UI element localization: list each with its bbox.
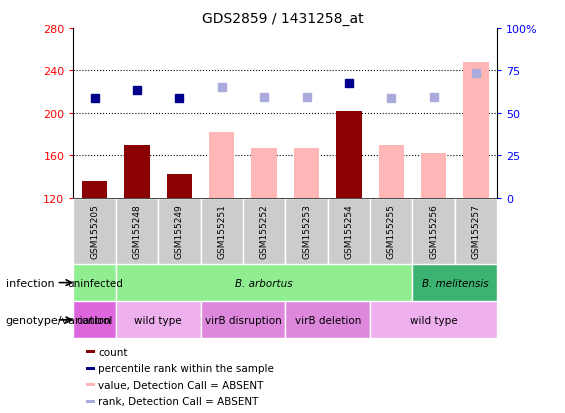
Text: GSM155251: GSM155251: [218, 204, 226, 259]
Bar: [328, 198, 370, 264]
Text: infection: infection: [6, 278, 54, 288]
Bar: [336, 112, 362, 198]
Text: GSM155253: GSM155253: [302, 204, 311, 259]
Bar: [243, 198, 285, 264]
Bar: [116, 264, 412, 301]
Bar: [370, 198, 412, 264]
Bar: [455, 198, 497, 264]
Bar: [116, 198, 158, 264]
Bar: [124, 145, 150, 198]
Text: B. arbortus: B. arbortus: [236, 278, 293, 288]
Bar: [73, 264, 116, 301]
Text: GSM155255: GSM155255: [387, 204, 396, 259]
Bar: [167, 175, 192, 198]
Text: uninfected: uninfected: [67, 278, 123, 288]
Text: GSM155257: GSM155257: [472, 204, 480, 259]
Bar: [86, 400, 95, 403]
Bar: [209, 133, 234, 198]
Text: wild type: wild type: [134, 315, 182, 325]
Text: GSM155205: GSM155205: [90, 204, 99, 259]
Bar: [285, 301, 370, 339]
Bar: [463, 63, 489, 198]
Bar: [294, 149, 319, 198]
Bar: [370, 301, 497, 339]
Bar: [285, 198, 328, 264]
Bar: [421, 154, 446, 198]
Bar: [86, 367, 95, 370]
Text: GSM155254: GSM155254: [345, 204, 353, 259]
Text: rank, Detection Call = ABSENT: rank, Detection Call = ABSENT: [98, 396, 258, 406]
Bar: [158, 198, 201, 264]
Bar: [116, 301, 201, 339]
Text: virB deletion: virB deletion: [294, 315, 361, 325]
Text: GSM155249: GSM155249: [175, 204, 184, 259]
Text: count: count: [98, 347, 128, 357]
Bar: [201, 198, 243, 264]
Text: wild type: wild type: [410, 315, 458, 325]
Text: control: control: [76, 315, 113, 325]
Bar: [86, 351, 95, 354]
Text: B. melitensis: B. melitensis: [421, 278, 488, 288]
Bar: [379, 145, 404, 198]
Bar: [86, 383, 95, 386]
Text: GSM155252: GSM155252: [260, 204, 268, 259]
Text: GDS2859 / 1431258_at: GDS2859 / 1431258_at: [202, 12, 363, 26]
Text: value, Detection Call = ABSENT: value, Detection Call = ABSENT: [98, 380, 263, 390]
Text: GSM155248: GSM155248: [133, 204, 141, 259]
Bar: [73, 301, 116, 339]
Bar: [82, 181, 107, 198]
Bar: [201, 301, 285, 339]
Bar: [412, 264, 497, 301]
Text: virB disruption: virB disruption: [205, 315, 281, 325]
Text: GSM155256: GSM155256: [429, 204, 438, 259]
Text: percentile rank within the sample: percentile rank within the sample: [98, 363, 274, 373]
Text: genotype/variation: genotype/variation: [6, 315, 112, 325]
Bar: [73, 198, 116, 264]
Bar: [251, 149, 277, 198]
Bar: [412, 198, 455, 264]
